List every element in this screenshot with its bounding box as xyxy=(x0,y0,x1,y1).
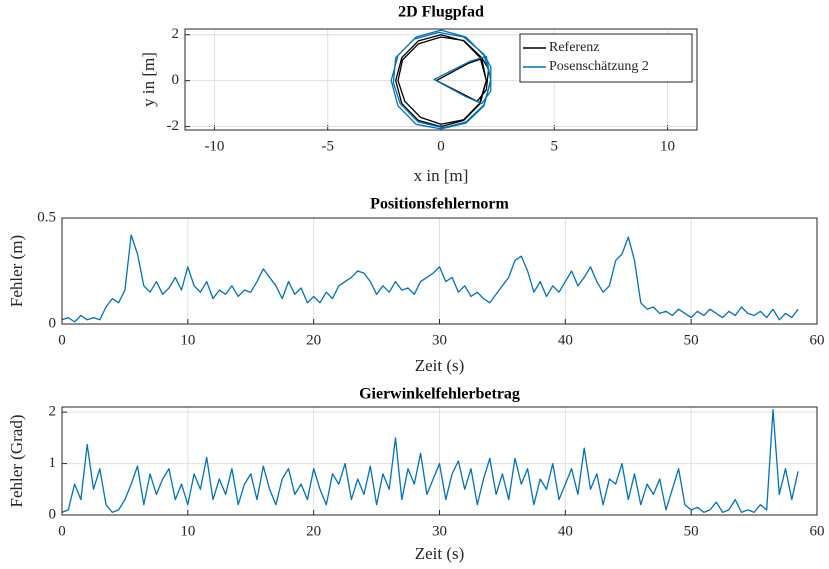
x-tick-label: 50 xyxy=(684,332,699,348)
x-tick-label: 10 xyxy=(180,523,195,539)
y-tick-label: 0 xyxy=(172,72,180,88)
x-axis-label: x in [m] xyxy=(414,166,469,185)
x-tick-label: 10 xyxy=(180,332,195,348)
x-tick-label: 0 xyxy=(58,523,66,539)
chart-title: Gierwinkelfehlerbetrag xyxy=(359,386,520,403)
y-tick-label: 1 xyxy=(49,455,57,471)
series-line xyxy=(61,408,799,514)
x-tick-label: 60 xyxy=(810,523,825,539)
y-axis-label: Fehler (Grad) xyxy=(7,415,26,508)
x-tick-label: 0 xyxy=(58,332,66,348)
axes-frame xyxy=(61,406,818,516)
x-tick-label: 30 xyxy=(432,332,447,348)
axes-frame xyxy=(61,217,818,325)
legend-label: Posenschätzung 2 xyxy=(549,59,649,74)
legend-label: Referenz xyxy=(549,40,600,55)
x-tick-label: 30 xyxy=(432,523,447,539)
y-tick-label: 0.5 xyxy=(37,209,56,225)
x-axis-label: Zeit (s) xyxy=(415,544,465,563)
legend-box xyxy=(519,33,693,83)
y-tick-label: -2 xyxy=(167,118,180,134)
x-tick-label: 10 xyxy=(660,138,675,154)
series-line xyxy=(61,234,799,323)
x-tick-label: 0 xyxy=(437,138,445,154)
series-line xyxy=(390,29,492,130)
x-tick-label: 60 xyxy=(810,332,825,348)
x-tick-label: 50 xyxy=(684,523,699,539)
y-tick-label: 2 xyxy=(172,26,180,42)
y-tick-label: 2 xyxy=(49,404,57,420)
x-tick-label: 20 xyxy=(306,523,321,539)
chart-title: 2D Flugpfad xyxy=(398,4,484,21)
chart-title: Positionsfehlernorm xyxy=(370,196,509,213)
x-axis-label: Zeit (s) xyxy=(415,356,465,375)
x-tick-label: -5 xyxy=(321,138,334,154)
y-axis-label: y in [m] xyxy=(139,52,158,107)
x-tick-label: 40 xyxy=(558,332,573,348)
y-axis-label: Fehler (m) xyxy=(7,235,26,307)
x-tick-label: 20 xyxy=(306,332,321,348)
x-tick-label: -10 xyxy=(204,138,224,154)
y-tick-label: 0 xyxy=(49,315,57,331)
x-tick-label: 5 xyxy=(551,138,559,154)
axes-frame xyxy=(184,28,698,131)
y-tick-label: 0 xyxy=(49,506,57,522)
x-tick-label: 40 xyxy=(558,523,573,539)
